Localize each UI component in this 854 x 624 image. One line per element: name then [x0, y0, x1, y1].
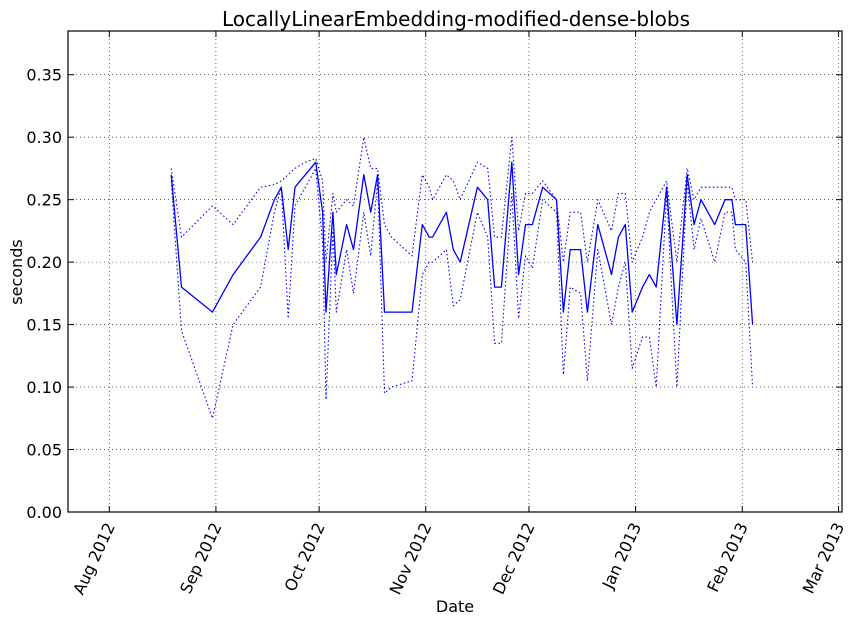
- chart-title: LocallyLinearEmbedding-modified-dense-bl…: [222, 7, 690, 31]
- series-layer: [170, 136, 754, 419]
- y-tick-label: 0.05: [26, 441, 62, 460]
- x-tick-label: Aug 2012: [69, 520, 119, 598]
- x-tick-label: Mar 2013: [799, 520, 848, 597]
- y-tick-label: 0.00: [26, 503, 62, 522]
- x-axis-label: Date: [436, 597, 474, 616]
- y-tick-label: 0.35: [26, 66, 62, 85]
- x-tick-label: Nov 2012: [386, 520, 436, 598]
- x-tick-label: Dec 2012: [489, 520, 539, 598]
- x-tick-label: Feb 2013: [703, 520, 752, 595]
- y-tick-label: 0.15: [26, 316, 62, 335]
- series-mean-line: [170, 161, 754, 326]
- x-tick-labels: Aug 2012 Sep 2012 Oct 2012 Nov 2012 Dec 2012…: [69, 520, 848, 598]
- y-tick-label: 0.10: [26, 378, 62, 397]
- y-tick-label: 0.25: [26, 191, 62, 210]
- x-tick-label: Oct 2012: [280, 520, 328, 595]
- x-tick-label: Jan 2013: [598, 520, 645, 593]
- x-tick-label: Sep 2012: [176, 520, 225, 597]
- series-lower-line: [170, 167, 754, 419]
- y-axis-label: seconds: [7, 239, 26, 304]
- ticks: [68, 31, 842, 513]
- plot-frame: [67, 30, 843, 513]
- y-tick-label: 0.20: [26, 253, 62, 272]
- grid: [68, 31, 842, 513]
- y-tick-label: 0.30: [26, 128, 62, 147]
- y-tick-labels: 0.00 0.05 0.10 0.15 0.20 0.25 0.30 0.35: [26, 66, 62, 522]
